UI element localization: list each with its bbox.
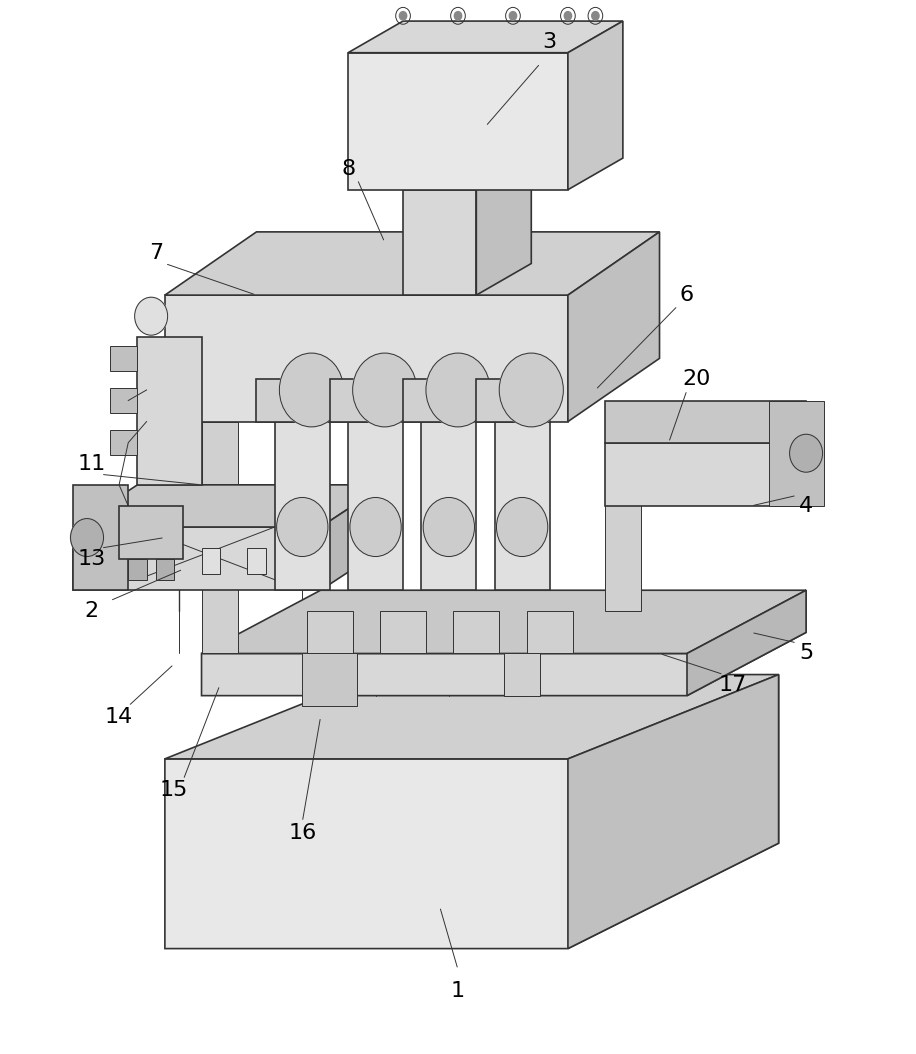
Polygon shape — [476, 379, 550, 422]
Bar — [453, 611, 499, 653]
Polygon shape — [421, 422, 476, 590]
Polygon shape — [568, 675, 779, 949]
Text: 2: 2 — [84, 602, 99, 621]
Text: 5: 5 — [799, 644, 813, 663]
Text: 14: 14 — [105, 707, 133, 726]
Polygon shape — [73, 485, 385, 527]
Bar — [110, 388, 137, 413]
Bar — [769, 401, 824, 506]
Circle shape — [399, 12, 407, 20]
Text: 1: 1 — [451, 981, 465, 1000]
Bar — [527, 611, 572, 653]
Polygon shape — [73, 527, 321, 590]
Text: 7: 7 — [148, 243, 163, 262]
Text: 13: 13 — [78, 549, 105, 568]
Text: 16: 16 — [289, 823, 316, 842]
Bar — [156, 559, 174, 580]
Polygon shape — [330, 379, 403, 422]
Polygon shape — [568, 232, 660, 422]
Text: 20: 20 — [682, 370, 710, 389]
Circle shape — [71, 519, 104, 557]
Polygon shape — [495, 422, 550, 590]
Text: 6: 6 — [680, 286, 694, 305]
Bar — [202, 422, 238, 653]
Text: 8: 8 — [341, 159, 355, 178]
Text: 3: 3 — [542, 33, 557, 52]
Circle shape — [353, 353, 417, 427]
Circle shape — [279, 353, 344, 427]
Polygon shape — [202, 590, 806, 696]
Bar — [307, 611, 353, 653]
Circle shape — [135, 297, 168, 335]
Polygon shape — [568, 21, 623, 190]
Circle shape — [790, 434, 823, 472]
Bar — [605, 401, 641, 611]
Circle shape — [496, 497, 548, 557]
Bar — [128, 559, 147, 580]
Polygon shape — [275, 422, 330, 590]
Circle shape — [564, 12, 572, 20]
Polygon shape — [348, 53, 568, 190]
Circle shape — [350, 497, 401, 557]
Polygon shape — [137, 337, 202, 485]
Bar — [110, 346, 137, 371]
Circle shape — [592, 12, 599, 20]
Bar — [380, 611, 426, 653]
Polygon shape — [119, 506, 183, 559]
Polygon shape — [348, 21, 623, 53]
Polygon shape — [321, 485, 385, 590]
Circle shape — [454, 12, 462, 20]
Polygon shape — [348, 422, 403, 590]
Polygon shape — [202, 590, 806, 653]
Bar — [110, 430, 137, 455]
Polygon shape — [165, 295, 568, 422]
Bar — [302, 653, 357, 706]
Circle shape — [423, 497, 474, 557]
Polygon shape — [403, 190, 476, 295]
Bar — [247, 548, 266, 574]
Polygon shape — [165, 675, 779, 949]
Polygon shape — [256, 379, 330, 422]
Polygon shape — [403, 379, 476, 422]
Text: 4: 4 — [799, 496, 813, 515]
Bar — [156, 548, 174, 574]
Circle shape — [509, 12, 517, 20]
Text: 17: 17 — [719, 676, 747, 695]
Bar — [202, 548, 220, 574]
Polygon shape — [73, 485, 128, 590]
Polygon shape — [165, 232, 660, 295]
Circle shape — [499, 353, 563, 427]
Text: 15: 15 — [160, 781, 188, 800]
Circle shape — [277, 497, 328, 557]
Text: 11: 11 — [78, 454, 105, 473]
Circle shape — [426, 353, 490, 427]
Polygon shape — [476, 158, 531, 295]
Bar — [504, 653, 540, 696]
Polygon shape — [687, 590, 806, 696]
Polygon shape — [165, 675, 779, 759]
Polygon shape — [605, 401, 806, 443]
Polygon shape — [605, 443, 806, 506]
